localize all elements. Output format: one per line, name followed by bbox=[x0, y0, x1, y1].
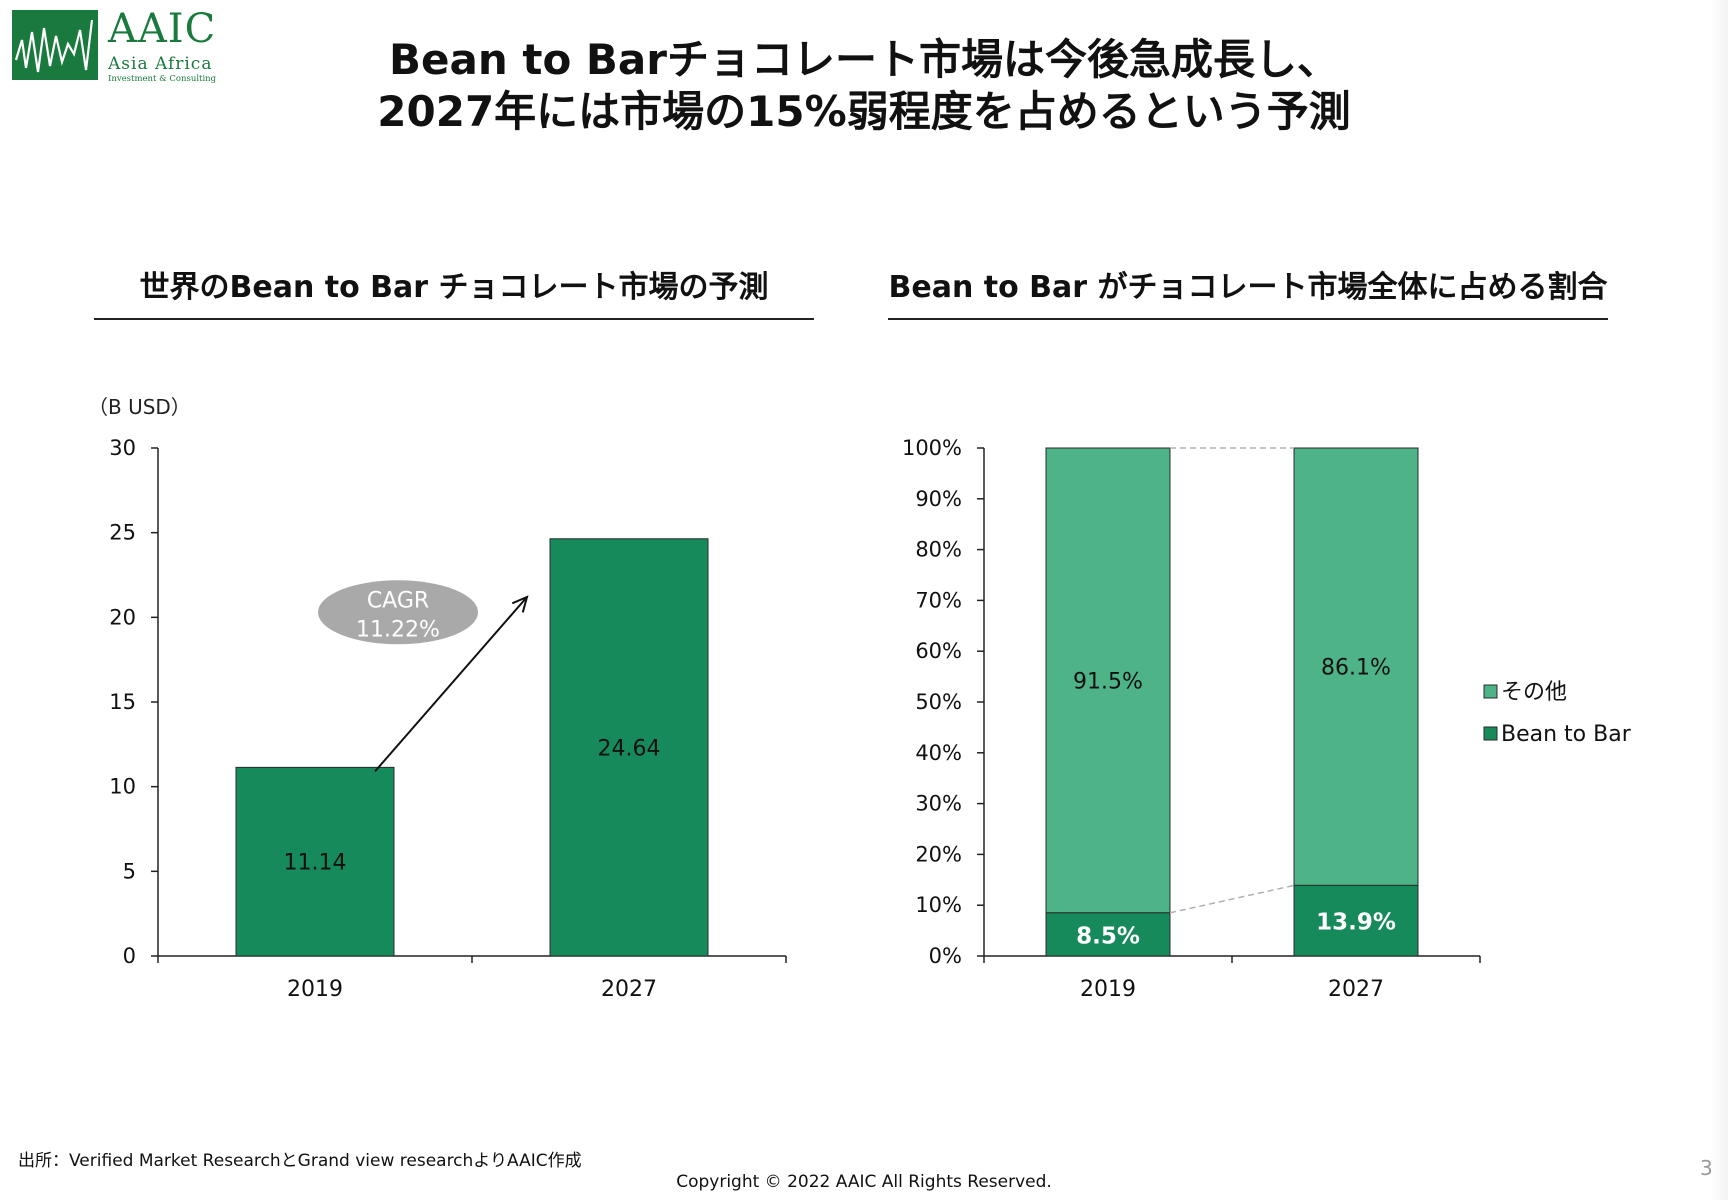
bar-value-label: 11.14 bbox=[284, 851, 347, 876]
y-tick-label: 70% bbox=[915, 588, 962, 612]
y-tick-label: 60% bbox=[915, 639, 962, 663]
left-section-title: 世界のBean to Bar チョコレート市場の予測 bbox=[139, 270, 769, 305]
page-title: Bean to Barチョコレート市場は今後急成長し、 2027年には市場の15… bbox=[0, 34, 1728, 138]
x-tick-label: 2027 bbox=[601, 977, 657, 1002]
y-tick-label: 90% bbox=[915, 487, 962, 511]
bar-bean-to-bar-label: 13.9% bbox=[1316, 910, 1396, 936]
bar-bean-to-bar-label: 8.5% bbox=[1076, 923, 1140, 949]
page-title-line-1: Bean to Barチョコレート市場は今後急成長し、 bbox=[389, 35, 1339, 84]
bar-other-label: 91.5% bbox=[1073, 669, 1143, 694]
right-section-rule bbox=[888, 318, 1608, 320]
y-tick-label: 80% bbox=[915, 538, 962, 562]
bar-other-label: 86.1% bbox=[1321, 656, 1391, 681]
market-forecast-chart: （B USD） 0 5 10 15 20 25 30 11.14 2019 24.64 2027 CAG… bbox=[88, 395, 787, 1002]
logo-text: AAIC bbox=[108, 6, 217, 52]
legend-label: Bean to Bar bbox=[1501, 722, 1632, 747]
left-section-rule bbox=[94, 318, 814, 320]
page-edge-shadow bbox=[1710, 0, 1728, 1200]
y-tick-label: 0 bbox=[123, 944, 136, 968]
bar-2027 bbox=[549, 538, 709, 957]
x-tick-label: 2027 bbox=[1328, 977, 1384, 1002]
y-tick-label: 5 bbox=[123, 859, 136, 883]
cagr-label: CAGR bbox=[367, 588, 429, 613]
y-tick-label: 100% bbox=[902, 436, 962, 460]
legend-label: その他 bbox=[1501, 680, 1567, 705]
logo-subtitle: Asia Africa bbox=[108, 54, 213, 74]
y-tick-label: 30 bbox=[109, 436, 136, 460]
x-tick-label: 2019 bbox=[287, 977, 343, 1002]
bar-2019 bbox=[235, 766, 395, 957]
y-tick-label: 25 bbox=[109, 521, 136, 545]
aaic-logo-mark bbox=[12, 10, 98, 80]
y-tick-label: 10% bbox=[915, 893, 962, 917]
bar-bean-to-bar-2027 bbox=[1293, 884, 1419, 957]
y-tick-label: 20 bbox=[109, 605, 136, 629]
copyright: Copyright © 2022 AAIC All Rights Reserve… bbox=[676, 1172, 1052, 1192]
bar-bean-to-bar-2019 bbox=[1045, 912, 1171, 957]
cagr-value: 11.22% bbox=[356, 617, 440, 642]
page-title-line-2: 2027年には市場の15%弱程度を占めるという予測 bbox=[377, 87, 1351, 136]
y-unit-label: （B USD） bbox=[88, 395, 191, 419]
source-note: 出所：Verified Market ResearchとGrand view r… bbox=[18, 1151, 582, 1171]
bar-value-label: 24.64 bbox=[598, 736, 661, 761]
cagr-arrow-line bbox=[374, 596, 528, 773]
page-number: 3 bbox=[1700, 1156, 1713, 1180]
logo-subtitle-small: Investment & Consulting bbox=[108, 74, 217, 84]
aaic-logo: AAIC Asia Africa Investment & Consulting bbox=[12, 6, 222, 84]
cagr-arrow-head bbox=[511, 595, 529, 613]
y-tick-label: 40% bbox=[915, 741, 962, 765]
bar-other-2027 bbox=[1293, 447, 1419, 886]
y-tick-label: 10 bbox=[109, 775, 136, 799]
y-tick-label: 15 bbox=[109, 690, 136, 714]
legend-swatch bbox=[1483, 684, 1498, 699]
y-tick-label: 20% bbox=[915, 842, 962, 866]
bar-other-2019 bbox=[1045, 447, 1171, 914]
y-tick-label: 30% bbox=[915, 792, 962, 816]
share-connector-line bbox=[1169, 884, 1295, 914]
cagr-bubble bbox=[318, 580, 478, 645]
right-section-title: Bean to Bar がチョコレート市場全体に占める割合 bbox=[888, 270, 1608, 305]
y-tick-label: 0% bbox=[929, 944, 962, 968]
legend-swatch bbox=[1483, 726, 1498, 741]
x-tick-label: 2019 bbox=[1080, 977, 1136, 1002]
market-share-chart: 0% 10% 20% 30% 40% 50% 60% 70% 80% 90% 100% 91.5% 8.… bbox=[902, 436, 1632, 1002]
y-tick-label: 50% bbox=[915, 690, 962, 714]
